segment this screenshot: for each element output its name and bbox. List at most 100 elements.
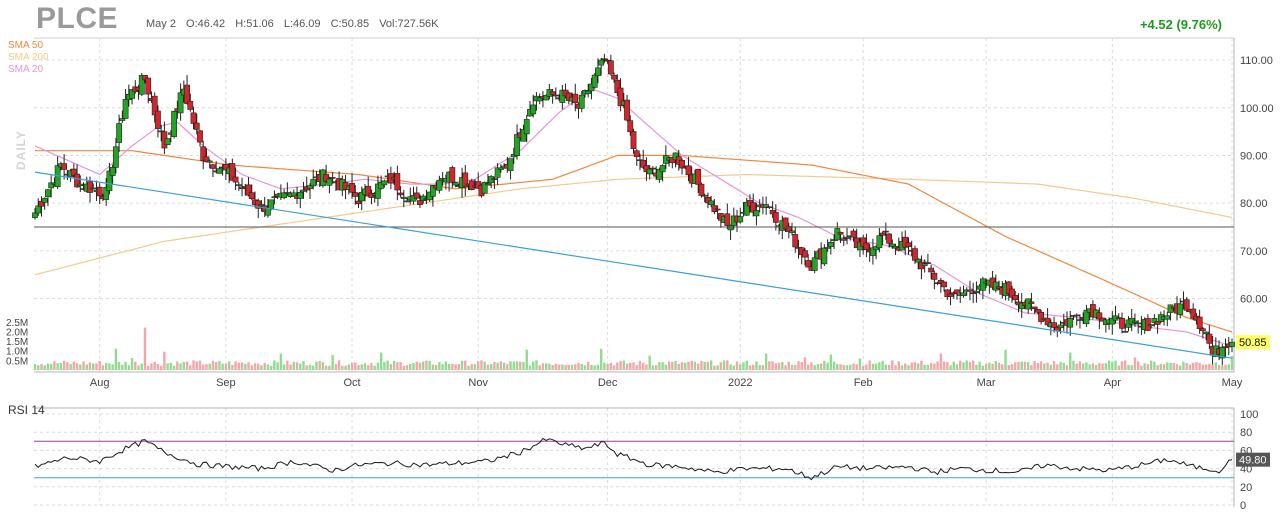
candle-body [116, 123, 123, 143]
sma50-line [35, 150, 1233, 333]
volume-bar [535, 360, 538, 370]
volume-bar [991, 363, 994, 370]
volume-bar [625, 363, 629, 370]
candle-body [420, 195, 427, 201]
candle-body [1009, 288, 1015, 298]
candle-body [863, 242, 870, 251]
last-price-tag [1236, 335, 1270, 350]
candle-body [1034, 309, 1041, 313]
volume-bar [1010, 364, 1014, 370]
volume-bar [593, 365, 596, 370]
quote-high: H:51.06 [235, 18, 274, 30]
volume-bar [1069, 352, 1072, 370]
volume-bar [768, 361, 771, 370]
volume-bar [596, 364, 600, 370]
volume-bar [172, 365, 176, 370]
price-tick-label: 100.00 [1240, 103, 1274, 115]
volume-bar [467, 365, 470, 370]
candle-body [74, 173, 80, 188]
candle-body [164, 138, 171, 145]
volume-bar [638, 360, 642, 370]
volume-bar [464, 360, 467, 370]
volume-bar [852, 363, 855, 370]
volume-bar [522, 362, 525, 370]
volume-bar [1020, 361, 1023, 370]
candle-body [145, 77, 152, 95]
volume-bar [88, 362, 92, 370]
volume-bar [234, 361, 237, 370]
volume-bar [1117, 365, 1120, 370]
volume-bar [557, 364, 561, 370]
candle-body [200, 146, 207, 161]
volume-bar [218, 361, 221, 370]
volume-bar [46, 363, 50, 370]
volume-bar [645, 364, 648, 370]
volume-bar [502, 362, 506, 370]
volume-bar [279, 353, 283, 370]
volume-bar [214, 361, 218, 370]
volume-bar [797, 361, 800, 370]
volume-bar [373, 365, 376, 370]
candle-body [475, 181, 482, 189]
candle-body [1057, 324, 1064, 329]
volume-bar [913, 362, 917, 370]
volume-bar [1227, 364, 1230, 370]
candle-body [1031, 306, 1038, 310]
candle-body [1119, 317, 1125, 329]
candle-body [216, 168, 223, 174]
candle-body [650, 167, 656, 170]
candle-body [417, 200, 423, 205]
volume-bar [493, 361, 496, 370]
candle-body [614, 79, 621, 94]
candle-body [1077, 319, 1083, 321]
candle-body [507, 158, 514, 171]
candle-body [708, 200, 715, 206]
volume-bar [1059, 361, 1062, 370]
candle-body [905, 242, 912, 247]
volume-bar [871, 363, 875, 370]
candle-body [109, 166, 116, 176]
candle-body [601, 58, 608, 61]
candle-body [381, 180, 388, 186]
x-tick-label: Feb [854, 377, 873, 389]
volume-bar [428, 360, 431, 370]
candle-body [206, 160, 213, 163]
candle-body [1151, 318, 1158, 323]
candle-body [1196, 316, 1203, 330]
volume-bar [1133, 357, 1137, 370]
candle-body [245, 184, 252, 196]
x-tick-label: Oct [343, 377, 360, 389]
volume-bar [929, 362, 933, 370]
volume-bar [1088, 364, 1091, 370]
volume-bar [1078, 361, 1082, 370]
volume-bar [745, 360, 748, 370]
volume-bar [253, 363, 257, 370]
volume-bar [1198, 362, 1201, 370]
candle-body [491, 178, 498, 180]
volume-bar [674, 360, 677, 370]
volume-bar [244, 363, 247, 370]
volume-bar [295, 362, 299, 370]
volume-bar [1140, 365, 1143, 370]
volume-bar [713, 365, 716, 370]
volume-bar [163, 351, 166, 370]
candle-body [879, 232, 886, 236]
candle-body [1018, 302, 1025, 310]
candle-body [520, 129, 527, 142]
candle-body [585, 90, 592, 94]
volume-bar [1185, 363, 1188, 370]
volume-bar [858, 358, 862, 370]
volume-bar [978, 361, 981, 370]
candle-body [430, 185, 436, 197]
volume-bar [1143, 363, 1146, 370]
volume-bar [784, 365, 787, 370]
volume-bar [399, 361, 402, 370]
volume-bar [82, 361, 85, 370]
volume-bar [92, 363, 95, 370]
volume-bar [519, 361, 522, 370]
candle-body [785, 226, 792, 232]
volume-bar [790, 364, 794, 370]
volume-bar [156, 364, 160, 370]
volume-bar [813, 365, 816, 370]
